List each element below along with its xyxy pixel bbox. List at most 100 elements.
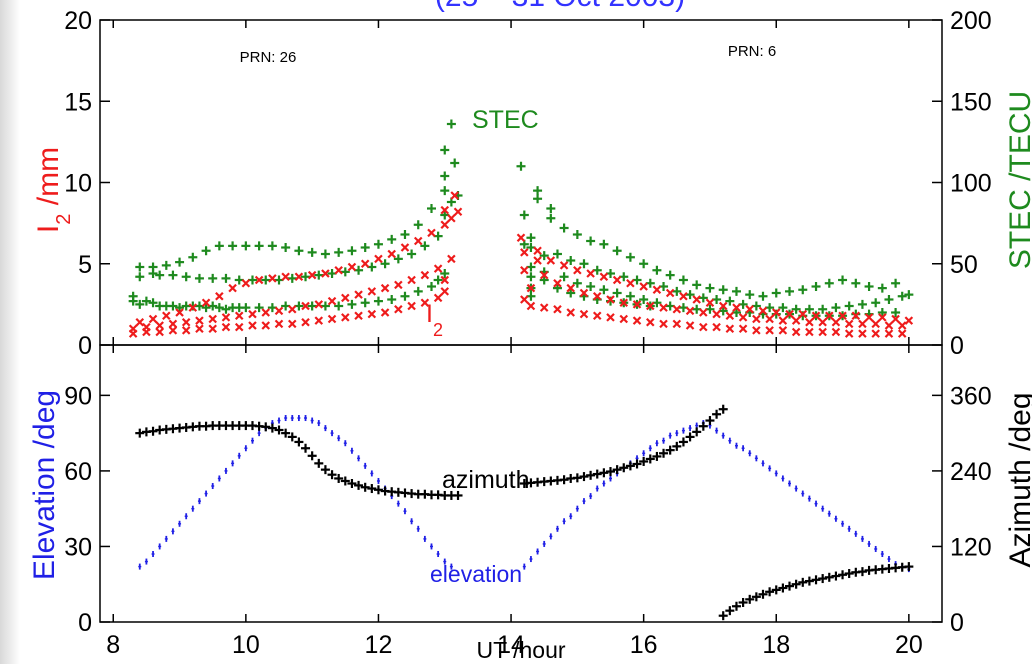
- azimuth-marker: [659, 448, 669, 458]
- i2-marker: [394, 280, 403, 290]
- i2-marker: [599, 272, 609, 282]
- stec-marker: [572, 230, 582, 239]
- i2-marker: [274, 306, 284, 316]
- x-tick-label: 8: [106, 631, 120, 659]
- i2-marker: [685, 321, 695, 330]
- elevation-marker: [164, 535, 168, 542]
- elevation-marker: [350, 447, 354, 454]
- y-right-label-bottom: Azimuth /deg: [1004, 392, 1032, 567]
- stec-marker: [838, 275, 848, 285]
- stec-marker: [393, 254, 403, 264]
- i2-marker: [128, 329, 138, 338]
- i2-marker: [785, 309, 794, 319]
- stec-marker: [526, 233, 536, 243]
- azimuth-marker: [612, 465, 622, 475]
- i2-marker: [619, 298, 629, 308]
- azimuth-marker: [731, 601, 741, 611]
- stec-marker: [254, 241, 264, 251]
- azimuth-marker: [798, 577, 808, 587]
- i2-marker: [712, 322, 721, 332]
- i2-marker: [606, 313, 615, 322]
- y-right-tick-label: 360: [950, 382, 992, 410]
- azimuth-marker: [665, 445, 675, 455]
- azimuth-marker: [745, 594, 755, 604]
- i2-marker: [360, 259, 370, 269]
- i2-marker: [718, 301, 728, 311]
- i2-annotation-sub: 2: [433, 320, 443, 340]
- stec-marker: [340, 267, 350, 277]
- elevation-marker: [821, 505, 825, 512]
- i2-marker: [420, 298, 430, 308]
- stec-marker: [678, 275, 688, 285]
- stec-marker: [652, 265, 662, 275]
- stec-marker: [566, 288, 576, 298]
- stec-marker: [586, 282, 596, 291]
- stec-marker: [267, 241, 277, 251]
- elevation-marker: [562, 518, 566, 525]
- stec-marker: [844, 301, 854, 311]
- i2-marker: [394, 304, 403, 314]
- elevation-marker: [549, 533, 553, 540]
- azimuth-marker: [904, 562, 914, 572]
- elevation-marker: [575, 505, 579, 512]
- stec-marker: [891, 308, 901, 317]
- elevation-marker: [171, 528, 175, 535]
- stec-marker: [228, 241, 238, 251]
- stec-marker: [373, 239, 383, 249]
- i2-marker: [871, 329, 880, 338]
- elevation-marker: [655, 440, 659, 447]
- i2-marker: [546, 256, 556, 265]
- azimuth-marker: [672, 441, 682, 451]
- i2-marker: [752, 326, 761, 335]
- i2-marker: [805, 317, 814, 327]
- elevation-marker: [224, 467, 228, 474]
- i2-marker: [725, 324, 735, 334]
- azimuth-marker: [606, 467, 616, 477]
- i2-marker: [553, 278, 562, 288]
- i2-marker: [884, 321, 894, 330]
- i2-marker: [884, 329, 894, 338]
- stec-marker: [692, 280, 702, 290]
- i2-marker: [752, 314, 761, 324]
- elevation-marker: [754, 455, 758, 462]
- stec-marker: [155, 270, 165, 280]
- i2-marker: [287, 319, 297, 329]
- i2-marker: [526, 283, 536, 293]
- elevation-marker: [589, 493, 593, 500]
- stec-marker: [586, 236, 596, 246]
- stec-marker: [785, 286, 795, 296]
- stec-marker: [440, 145, 450, 155]
- elevation-marker: [317, 420, 321, 427]
- i2-marker: [712, 309, 721, 319]
- elevation-marker: [244, 445, 248, 452]
- azimuth-marker: [811, 575, 821, 585]
- i2-marker: [307, 270, 317, 280]
- azimuth-marker: [592, 469, 602, 479]
- i2-marker: [221, 322, 231, 332]
- x-tick-label: 20: [895, 631, 923, 659]
- i2-marker: [533, 256, 542, 265]
- elevation-marker: [138, 563, 142, 570]
- i2-marker: [778, 316, 788, 325]
- elevation-marker: [423, 535, 427, 542]
- elevation-marker: [794, 485, 798, 492]
- i2-marker: [374, 254, 383, 264]
- stec-marker: [891, 278, 901, 288]
- i2-marker: [327, 296, 337, 306]
- elevation-marker: [191, 505, 195, 512]
- stec-marker: [791, 304, 801, 314]
- stec-marker: [201, 303, 211, 313]
- x-tick-label: 12: [365, 631, 393, 659]
- i2-marker: [334, 265, 343, 275]
- i2-marker: [268, 274, 277, 283]
- azimuth-marker: [785, 581, 795, 591]
- elevation-marker: [416, 525, 420, 532]
- x-tick-label: 10: [232, 631, 260, 659]
- elevation-marker: [807, 495, 811, 502]
- stec-marker: [287, 273, 297, 283]
- i2-annotation-main: I: [426, 300, 433, 328]
- i2-marker: [520, 295, 529, 304]
- i2-marker: [539, 303, 549, 312]
- stec-marker: [904, 290, 914, 300]
- i2-marker: [354, 290, 363, 299]
